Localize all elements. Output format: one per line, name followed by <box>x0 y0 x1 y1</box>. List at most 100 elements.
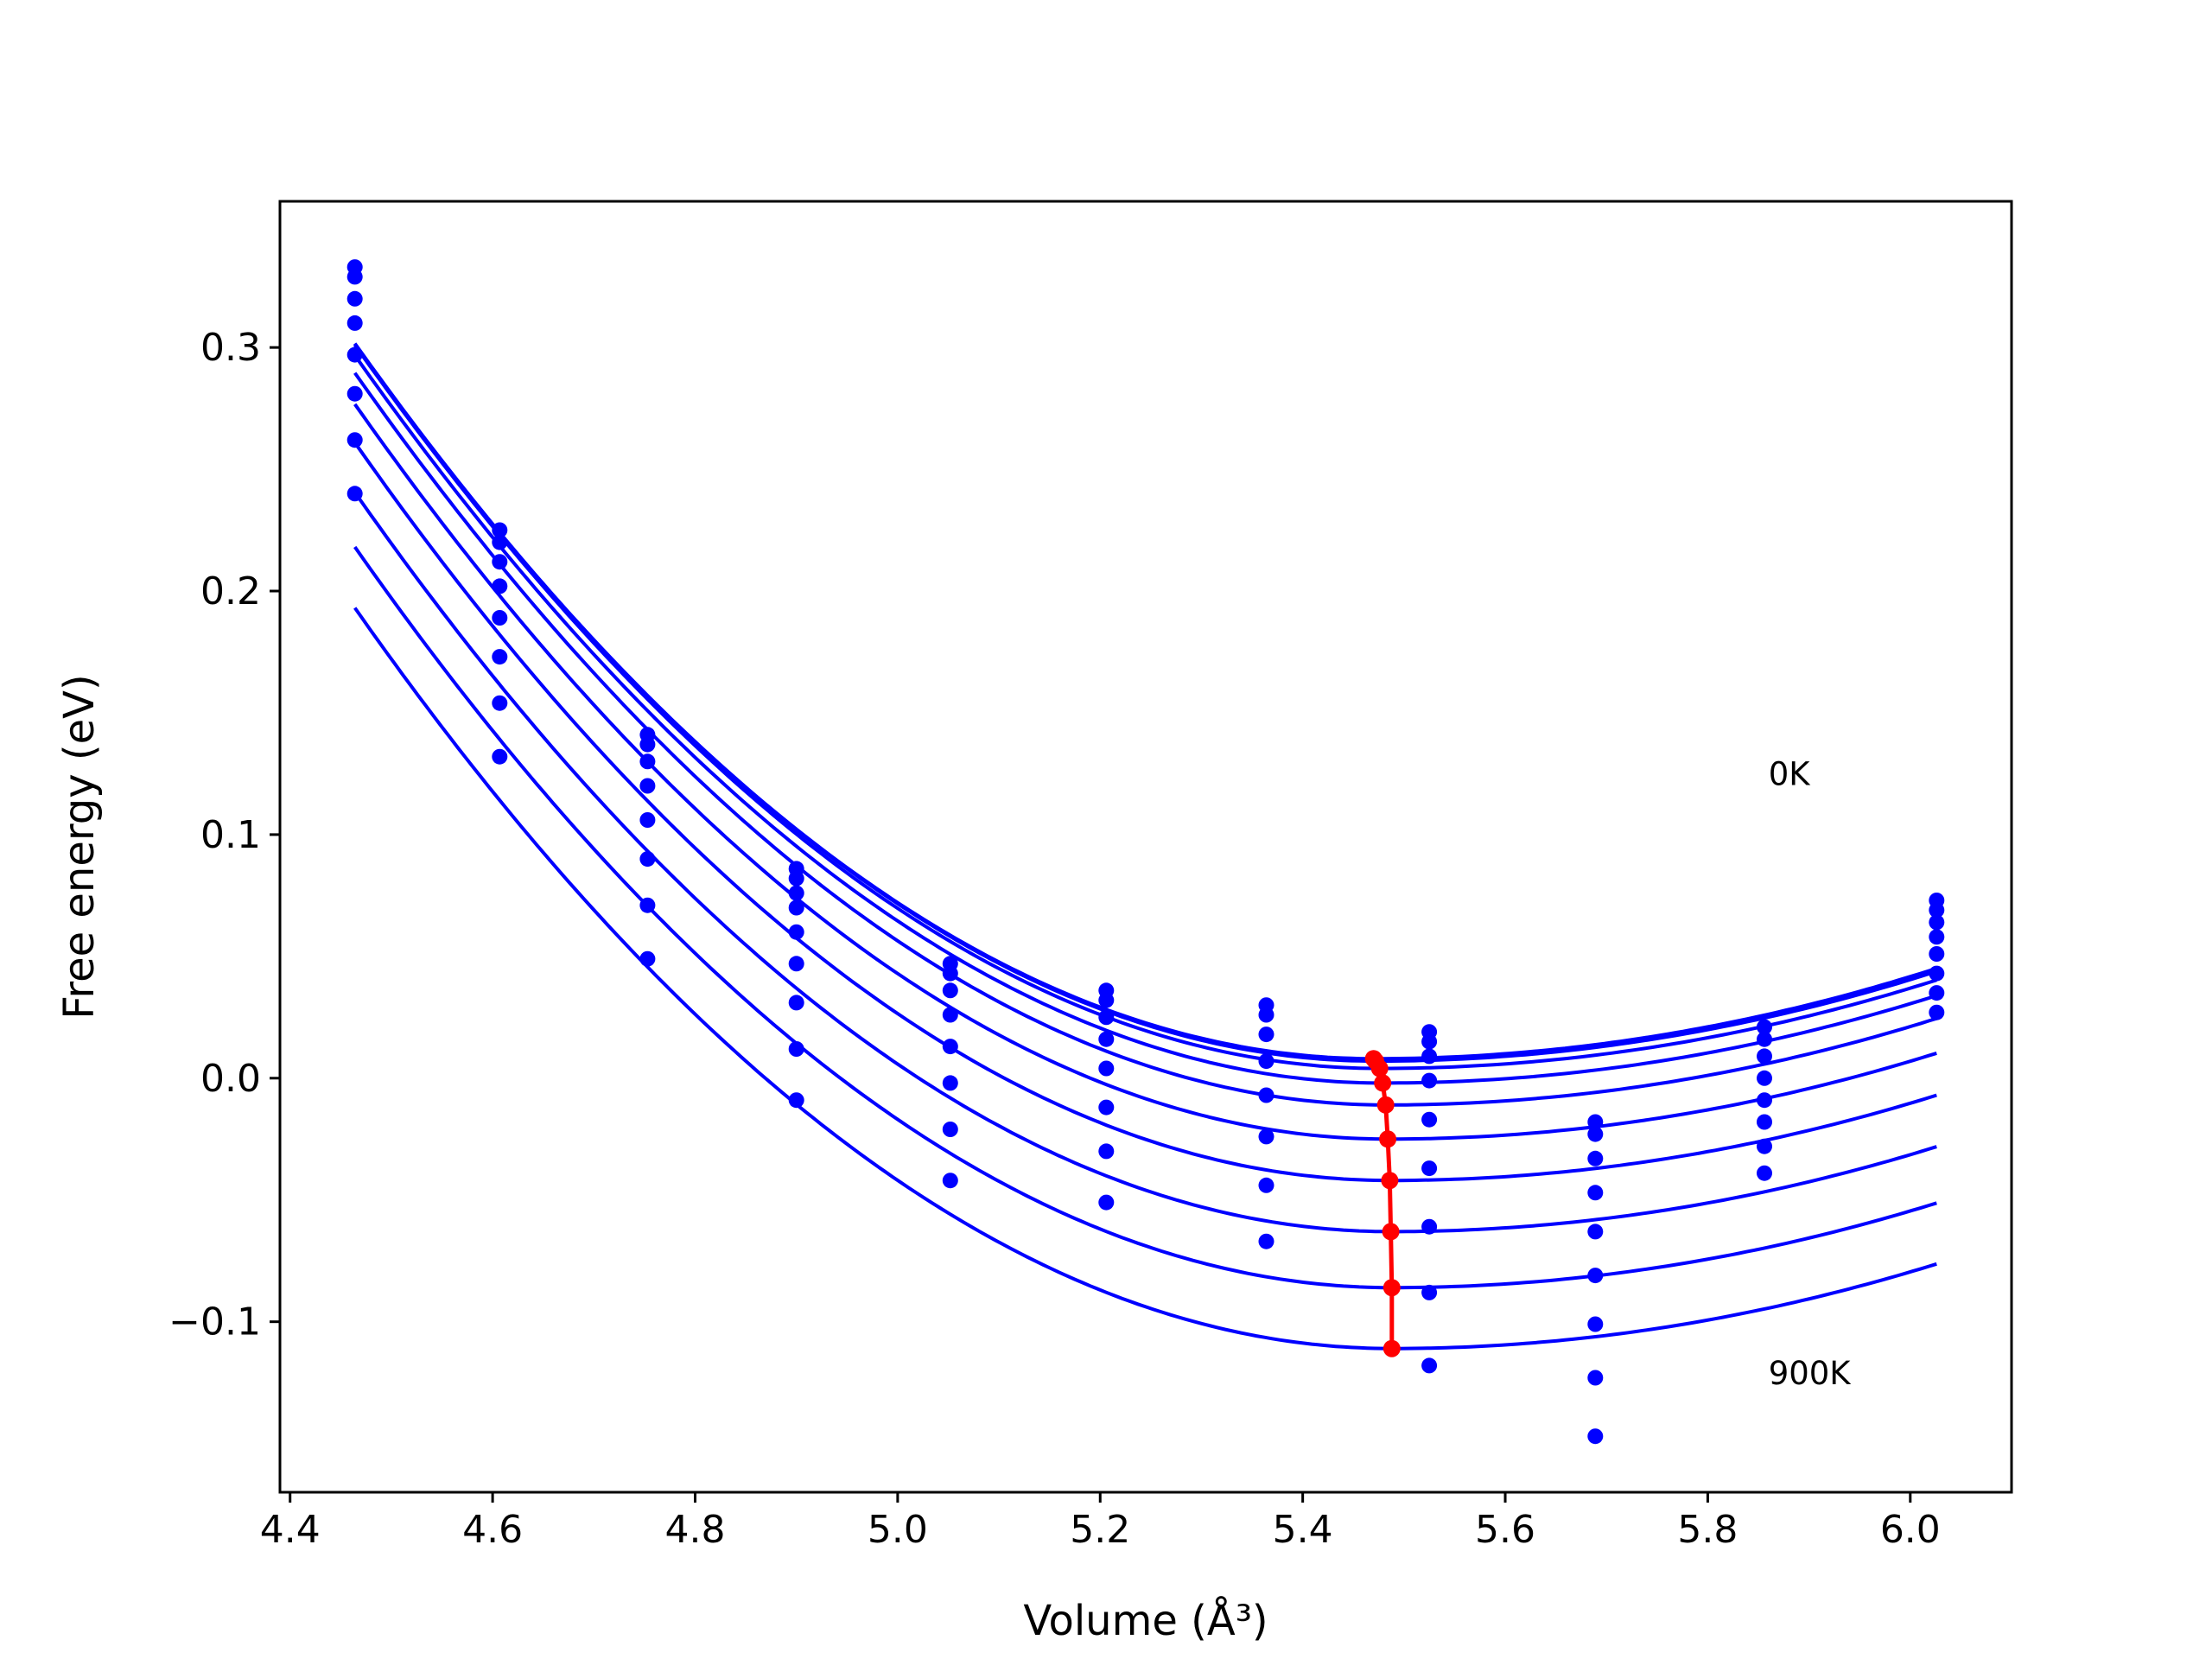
x-tick-label: 4.6 <box>462 1508 523 1552</box>
data-point-10-6 <box>1929 985 1945 1001</box>
x-tick-label: 6.0 <box>1880 1508 1941 1552</box>
data-point-4-2 <box>942 982 958 999</box>
data-point-7-4 <box>1421 1111 1438 1128</box>
data-point-9-2 <box>1757 1048 1772 1065</box>
data-point-6-7 <box>1258 1233 1274 1249</box>
data-point-3-6 <box>788 995 804 1011</box>
data-point-6-6 <box>1258 1177 1274 1193</box>
data-point-5-3 <box>1098 1031 1115 1047</box>
annotation-0k: 0K <box>1769 755 1812 792</box>
data-point-1-2 <box>492 554 508 570</box>
data-point-1-0 <box>492 522 508 538</box>
fit-curve-700k <box>353 491 1937 1234</box>
data-point-6-1 <box>1258 1007 1274 1023</box>
x-tick-label: 5.4 <box>1273 1508 1333 1552</box>
data-point-4-6 <box>942 1122 958 1137</box>
data-point-7-5 <box>1421 1160 1438 1177</box>
data-point-5-6 <box>1098 1143 1115 1160</box>
data-point-3-1 <box>788 870 804 887</box>
minimum-point-4 <box>1376 1096 1395 1114</box>
minimum-point-8 <box>1382 1279 1401 1297</box>
data-point-6-2 <box>1258 1027 1274 1043</box>
y-tick-label: 0.0 <box>200 1057 261 1101</box>
data-point-6-5 <box>1258 1128 1274 1145</box>
data-point-1-1 <box>492 534 508 550</box>
data-point-8-7 <box>1587 1370 1604 1386</box>
x-tick-label: 5.0 <box>868 1508 928 1552</box>
data-point-9-1 <box>1757 1031 1772 1047</box>
minimum-point-7 <box>1382 1223 1400 1241</box>
data-point-0-3 <box>346 315 363 331</box>
x-tick-label: 5.8 <box>1677 1508 1738 1552</box>
minimum-point-6 <box>1381 1172 1399 1190</box>
data-point-0-7 <box>346 486 363 502</box>
data-point-1-6 <box>492 695 508 711</box>
data-point-8-3 <box>1587 1185 1604 1201</box>
data-point-4-4 <box>942 1039 958 1055</box>
data-point-8-8 <box>1587 1428 1604 1445</box>
plot-frame <box>278 200 2013 1494</box>
minimum-point-9 <box>1382 1339 1401 1357</box>
annotation-900k: 900K <box>1769 1355 1853 1392</box>
data-point-10-3 <box>1929 929 1945 945</box>
data-point-0-6 <box>346 432 363 448</box>
data-point-8-5 <box>1587 1268 1604 1284</box>
data-point-3-7 <box>788 1041 804 1057</box>
x-tick-label: 4.8 <box>664 1508 725 1552</box>
data-point-5-4 <box>1098 1060 1115 1077</box>
data-point-2-1 <box>639 736 656 753</box>
data-point-1-4 <box>492 610 508 626</box>
data-point-5-1 <box>1098 992 1115 1008</box>
x-axis-ticks: 4.4 4.6 4.8 5.0 5.2 5.4 5.6 5.8 6.0 <box>260 1492 1941 1552</box>
y-axis-label: Free energy (eV) <box>55 674 104 1019</box>
data-point-6-4 <box>1258 1087 1274 1103</box>
data-point-7-8 <box>1421 1357 1438 1374</box>
y-tick-label: 0.3 <box>200 326 261 370</box>
data-point-10-1 <box>1929 902 1945 918</box>
data-point-8-1 <box>1587 1126 1604 1142</box>
data-point-1-5 <box>492 649 508 665</box>
plot-data <box>346 259 1945 1445</box>
fit-curve-800k <box>353 545 1937 1290</box>
data-point-4-5 <box>942 1075 958 1091</box>
data-point-6-3 <box>1258 1053 1274 1070</box>
y-tick-label: 0.2 <box>200 569 261 613</box>
y-axis-ticks: −0.1 0.0 0.1 0.2 0.3 <box>168 326 280 1344</box>
data-point-7-3 <box>1421 1072 1438 1089</box>
data-point-9-5 <box>1757 1114 1772 1130</box>
data-point-2-4 <box>639 812 656 828</box>
annotations: 0K 900K <box>1769 755 1853 1392</box>
data-point-2-3 <box>639 778 656 794</box>
data-point-8-2 <box>1587 1150 1604 1166</box>
data-point-9-7 <box>1757 1165 1772 1181</box>
x-tick-label: 5.6 <box>1475 1508 1535 1552</box>
data-point-9-6 <box>1757 1138 1772 1154</box>
minimum-point-3 <box>1374 1074 1392 1092</box>
data-point-4-1 <box>942 965 958 982</box>
minimum-point-2 <box>1370 1059 1389 1077</box>
data-point-3-3 <box>788 899 804 916</box>
data-point-9-0 <box>1757 1019 1772 1035</box>
data-point-8-4 <box>1587 1224 1604 1240</box>
fit-curve-400k <box>353 372 1937 1107</box>
data-point-2-2 <box>639 753 656 770</box>
data-point-2-7 <box>639 950 656 967</box>
data-point-9-3 <box>1757 1070 1772 1086</box>
data-point-8-6 <box>1587 1316 1604 1332</box>
data-point-5-7 <box>1098 1194 1115 1211</box>
data-point-1-7 <box>492 748 508 765</box>
data-point-8-0 <box>1587 1114 1604 1130</box>
y-tick-label: 0.1 <box>200 813 261 857</box>
data-point-7-2 <box>1421 1048 1438 1065</box>
data-point-9-4 <box>1757 1092 1772 1109</box>
data-point-7-1 <box>1421 1033 1438 1050</box>
data-point-3-8 <box>788 1092 804 1109</box>
data-point-0-4 <box>346 346 363 363</box>
data-point-4-3 <box>942 1007 958 1023</box>
data-point-7-7 <box>1421 1284 1438 1300</box>
fit-curve-900k <box>353 607 1937 1351</box>
fit-curve-300k <box>353 354 1937 1085</box>
data-point-3-5 <box>788 956 804 972</box>
data-point-5-5 <box>1098 1099 1115 1116</box>
